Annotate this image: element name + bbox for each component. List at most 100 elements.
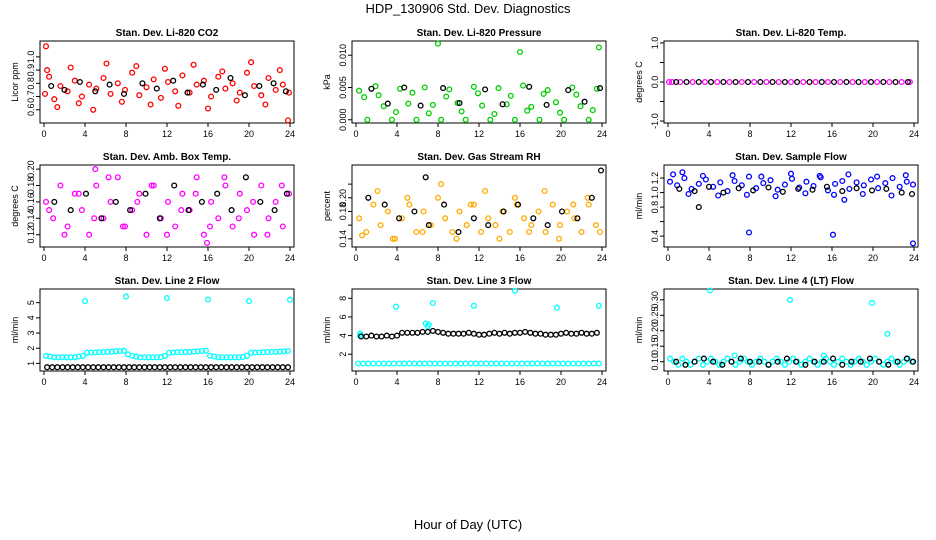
chart-5-series-2-point [544,222,551,229]
chart-5-series-1-point [449,228,456,236]
chart-7-series-1-point [202,347,209,354]
chart-6-series-1-point [875,185,882,192]
chart-3-series-1-point [874,78,881,86]
chart-7-series-1-point [88,349,95,356]
chart-6-series-2-point [676,185,683,192]
chart-7-xtick-label: 4 [82,377,87,387]
chart-2-series-1-point [520,82,527,89]
chart-8-series-1-point [511,287,518,294]
chart-9-xtick-label: 20 [868,377,878,387]
chart-7-series-2-point [69,364,76,371]
chart-7-series-1-point [276,348,283,355]
chart-8-series-2-point [465,329,472,336]
chart-7-xtick-label: 12 [162,377,172,387]
chart-6-series-2-point [720,189,727,196]
chart-7-series-1-point [92,349,99,356]
chart-6-series-1-point [845,171,852,178]
chart-7-series-2-point [49,364,56,371]
chart-5-series-1-point [427,222,434,229]
chart-1-series-1-point [78,93,85,100]
chart-5-title: Stan. Dev. Gas Stream RH [417,152,540,163]
chart-1-ytick-label: 1.0 [26,51,36,64]
chart-9-series-1-point [839,355,846,362]
chart-2-series-1-point [573,91,580,98]
chart-1-series-2-point [184,89,191,96]
chart-5-series-1-point [564,208,571,215]
chart-7-ylabel: ml/min [10,317,20,344]
chart-1-series-1-point [161,65,168,72]
chart-7-series-1-point [182,348,189,356]
chart-6-series-1-point [909,181,917,188]
chart-6-series-1-point [859,190,866,198]
chart-7-series-2-point [79,364,86,371]
chart-6-series-1-point [816,172,823,179]
chart-9-series-2-point [783,355,790,362]
chart-9-series-2-point [691,358,698,365]
chart-1-series-2-point [61,86,68,93]
chart-8-frame [351,288,607,372]
chart-1-series-1-point [57,82,64,90]
chart-2-series-1-point [516,48,524,56]
page-title: HDP_130906 Std. Dev. Diagnostics [365,1,571,16]
chart-6-series-1-point [824,187,831,194]
chart-2-xtick-label: 0 [353,129,358,139]
chart-8-series-2-point [491,329,498,336]
chart-9-series-1-point [884,358,891,365]
chart-7-series-2-point [59,364,66,371]
chart-4-series-1-point [229,223,236,230]
chart-5-series-1-point [399,215,406,222]
chart-8-series-1-point [385,360,392,367]
chart-8-series-1-point [380,360,387,367]
chart-2-series-1-point [438,116,445,123]
chart-8-xtick-label: 0 [353,377,358,387]
chart-2-series-1-point [528,103,535,110]
chart-9-series-1-point [736,358,743,365]
chart-8-series-1-point [390,360,397,367]
chart-7-series-1-point [256,349,263,356]
chart-4-series-1-point [148,182,155,189]
chart-2-series-2-point [401,84,408,91]
chart-6-series-2-point [695,204,702,211]
chart-9-series-2-point [746,358,754,365]
chart-8-series-1-point [478,360,485,367]
chart-7-series-2-point [197,364,204,371]
chart-9-series-2-point [857,358,864,365]
chart-3-title: Stan. Dev. Li-820 Temp. [736,28,847,39]
chart-6-series-2-point [868,187,876,194]
chart-7-series-2-point [90,364,97,371]
chart-7-series-1-point [120,347,128,354]
chart-4-series-1-point [251,231,258,238]
chart-7-series-1-point [71,354,78,361]
chart-8-series-1-point [498,360,505,367]
chart-8-series-1-point [553,304,560,311]
chart-5-series-1-point [549,201,556,208]
chart-1-xtick-label: 24 [285,129,295,139]
chart-7-series-1-point [243,352,251,359]
chart-7-series-1-point [204,296,212,303]
chart-4-title: Stan. Dev. Amb. Box Temp. [103,152,231,163]
chart-8-series-2-point [424,328,431,335]
chart-8-series-1-point [590,360,597,367]
chart-6-series-1-point [841,196,848,203]
chart-4-ytick-label: 0.20 [26,160,36,178]
chart-7-series-2-point [202,364,209,371]
chart-9-series-1-point [888,355,895,362]
chart-8-series-2-point [506,330,513,337]
chart-5-series-1-point [377,222,384,229]
chart-6-series-1-point [666,178,674,185]
chart-7-series-2-point [54,364,61,371]
chart-4-series-2-point [171,182,178,189]
chart-9-series-2-point [839,361,846,368]
chart-1-series-2-point [106,81,113,88]
chart-5-series-2-point [574,215,581,222]
chart-4-series-1-point [75,190,82,197]
chart-7-series-2-point [269,364,276,371]
chart-8-series-1-point [370,360,377,367]
chart-5-series-1-point [496,235,503,242]
chart-3-ylabel: degrees C [634,61,644,103]
chart-8-series-2-point [414,329,421,336]
chart-2-series-1-point [556,109,564,116]
chart-8-series-2-point [383,332,390,339]
chart-8-series-2-point [588,330,595,337]
